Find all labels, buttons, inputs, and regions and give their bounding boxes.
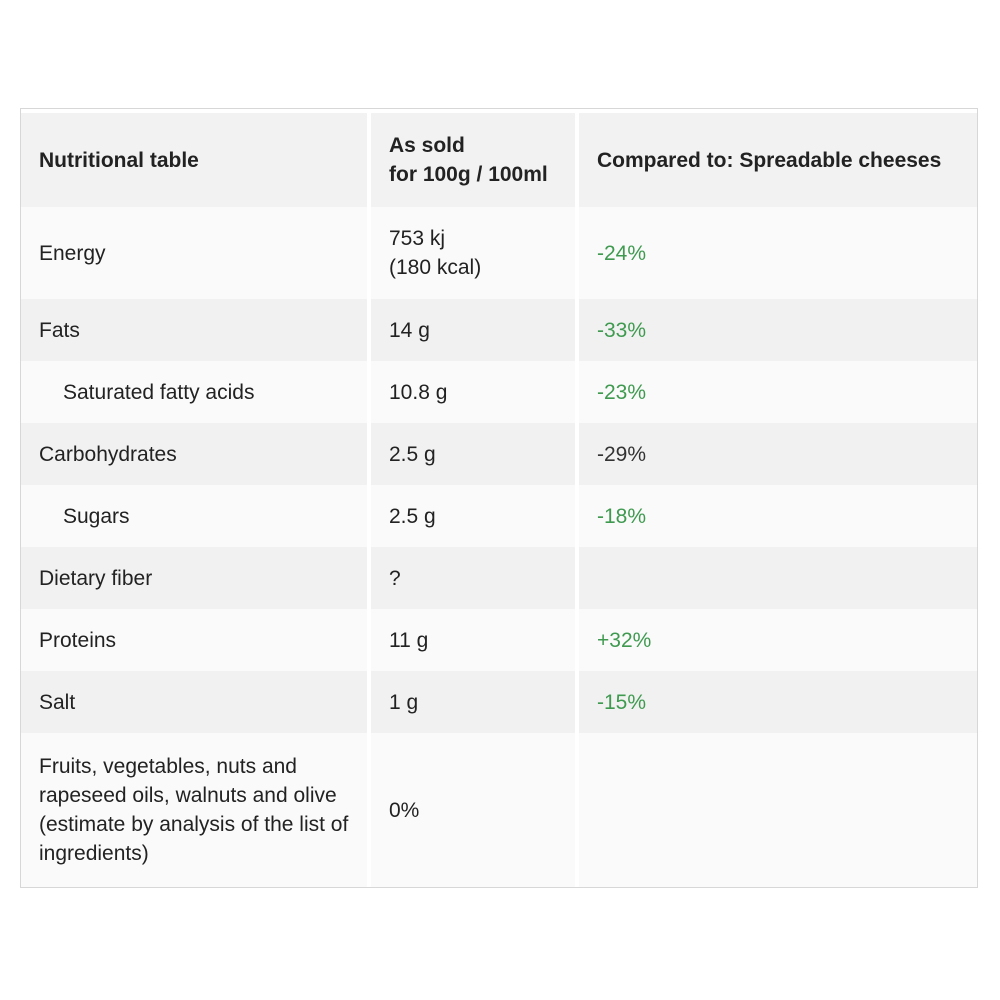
row-value-proteins: 11 g <box>371 609 579 671</box>
row-label-sugars: Sugars <box>21 485 371 547</box>
table-row: Proteins 11 g +32% <box>21 609 977 671</box>
row-label-carbohydrates: Carbohydrates <box>21 423 371 485</box>
table-row: Carbohydrates 2.5 g -29% <box>21 423 977 485</box>
row-value-sugars: 2.5 g <box>371 485 579 547</box>
row-compare-salt: -15% <box>579 671 977 733</box>
row-value-salt: 1 g <box>371 671 579 733</box>
row-label-salt: Salt <box>21 671 371 733</box>
row-compare-sugars: -18% <box>579 485 977 547</box>
row-value-saturated-fatty-acids: 10.8 g <box>371 361 579 423</box>
row-value-fruits-vegetables-nuts: 0% <box>371 733 579 887</box>
row-value-dietary-fiber: ? <box>371 547 579 609</box>
row-compare-carbohydrates: -29% <box>579 423 977 485</box>
row-compare-energy: -24% <box>579 207 977 299</box>
header-as-sold-line1: As sold <box>389 131 557 160</box>
table-row: Sugars 2.5 g -18% <box>21 485 977 547</box>
row-label-saturated-fatty-acids: Saturated fatty acids <box>21 361 371 423</box>
energy-kj: 753 kj <box>389 224 557 253</box>
row-compare-dietary-fiber <box>579 547 977 609</box>
row-compare-saturated-fatty-acids: -23% <box>579 361 977 423</box>
row-value-energy: 753 kj (180 kcal) <box>371 207 579 299</box>
row-label-dietary-fiber: Dietary fiber <box>21 547 371 609</box>
energy-kcal: (180 kcal) <box>389 253 557 282</box>
row-label-fruits-vegetables-nuts: Fruits, vegetables, nuts and rapeseed oi… <box>21 733 371 887</box>
table-row: Dietary fiber ? <box>21 547 977 609</box>
row-label-proteins: Proteins <box>21 609 371 671</box>
table-row: Salt 1 g -15% <box>21 671 977 733</box>
row-value-carbohydrates: 2.5 g <box>371 423 579 485</box>
header-as-sold-line2: for 100g / 100ml <box>389 160 557 189</box>
nutrition-table-container: Nutritional table As sold for 100g / 100… <box>20 108 978 888</box>
table-row: Saturated fatty acids 10.8 g -23% <box>21 361 977 423</box>
table-header-row: Nutritional table As sold for 100g / 100… <box>21 109 977 207</box>
row-label-fats: Fats <box>21 299 371 361</box>
header-nutritional-table: Nutritional table <box>21 109 371 207</box>
nutrition-table: Nutritional table As sold for 100g / 100… <box>21 109 977 887</box>
table-row: Energy 753 kj (180 kcal) -24% <box>21 207 977 299</box>
table-row: Fats 14 g -33% <box>21 299 977 361</box>
row-label-energy: Energy <box>21 207 371 299</box>
table-row: Fruits, vegetables, nuts and rapeseed oi… <box>21 733 977 887</box>
row-value-fats: 14 g <box>371 299 579 361</box>
row-compare-fruits-vegetables-nuts <box>579 733 977 887</box>
header-as-sold: As sold for 100g / 100ml <box>371 109 579 207</box>
row-compare-proteins: +32% <box>579 609 977 671</box>
row-compare-fats: -33% <box>579 299 977 361</box>
header-compared-to: Compared to: Spreadable cheeses <box>579 109 977 207</box>
